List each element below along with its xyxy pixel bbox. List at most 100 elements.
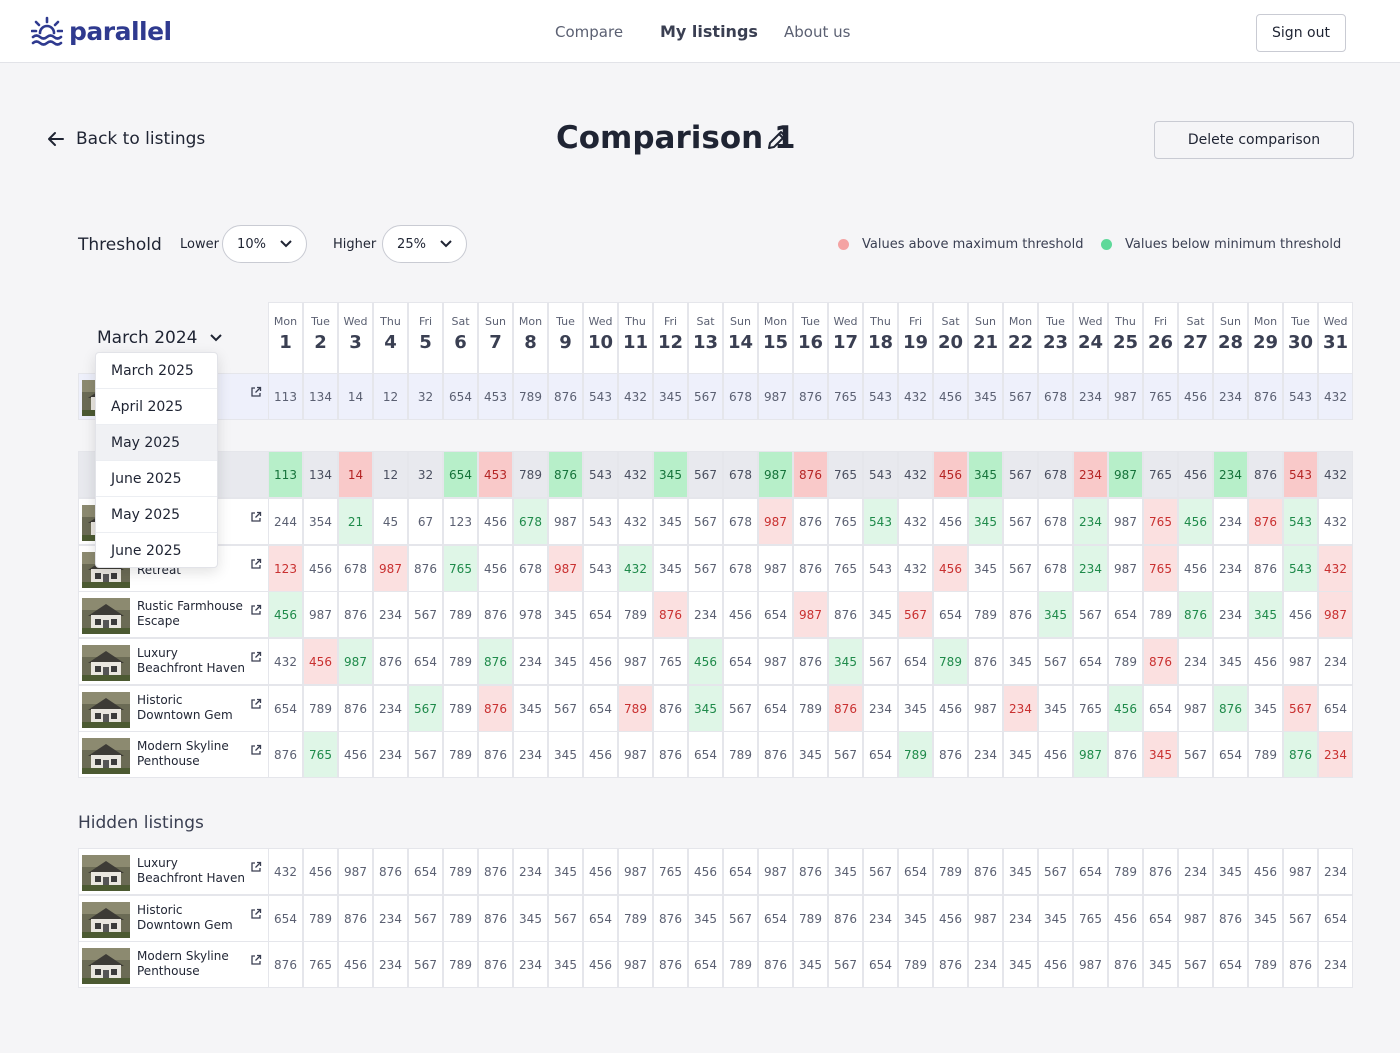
external-link-icon[interactable] xyxy=(250,508,262,527)
price-cell: 654 xyxy=(443,451,478,498)
brand-logo[interactable]: parallel xyxy=(31,16,172,46)
price-cell: 432 xyxy=(1318,545,1353,592)
external-link-icon[interactable] xyxy=(250,601,262,620)
back-to-listings-link[interactable]: Back to listings xyxy=(46,129,205,149)
price-cell: 123 xyxy=(268,545,303,592)
listing-name-cell: Modern Skyline Penthouse xyxy=(78,941,269,988)
month-option[interactable]: May 2025 xyxy=(96,425,217,461)
price-cell: 987 xyxy=(758,373,793,420)
nav-my-listings[interactable]: My listings xyxy=(660,22,758,41)
delete-comparison-button[interactable]: Delete comparison xyxy=(1154,121,1354,159)
price-cell: 456 xyxy=(723,591,758,638)
price-cell: 789 xyxy=(303,685,338,732)
nav-about-us[interactable]: About us xyxy=(784,23,851,41)
day-header: Mon 22 xyxy=(1003,302,1038,374)
price-cell: 654 xyxy=(1108,591,1143,638)
month-option[interactable]: May 2025 xyxy=(96,497,217,533)
month-select[interactable]: March 2024 xyxy=(97,328,222,348)
weekday-label: Fri xyxy=(1153,315,1168,328)
price-cell: 567 xyxy=(1003,373,1038,420)
price-cell: 567 xyxy=(548,685,583,732)
external-link-icon[interactable] xyxy=(250,741,262,760)
price-cell: 789 xyxy=(1143,591,1178,638)
price-cell: 789 xyxy=(723,731,758,778)
price-cell: 987 xyxy=(968,685,1003,732)
price-cell: 456 xyxy=(688,848,723,895)
price-cell: 345 xyxy=(513,895,548,942)
price-cell: 654 xyxy=(1318,685,1353,732)
price-cell: 765 xyxy=(653,638,688,685)
weekday-label: Thu xyxy=(380,315,401,328)
day-number: 13 xyxy=(692,332,719,353)
external-link-icon[interactable] xyxy=(250,951,262,970)
price-cell: 456 xyxy=(478,545,513,592)
day-number: 30 xyxy=(1287,332,1314,353)
price-cell: 567 xyxy=(1038,848,1073,895)
price-cell: 345 xyxy=(1248,591,1283,638)
external-link-icon[interactable] xyxy=(250,555,262,574)
listing-name[interactable]: Historic Downtown Gem xyxy=(137,693,233,722)
price-cell: 765 xyxy=(1143,545,1178,592)
price-cell: 987 xyxy=(1283,848,1318,895)
higher-threshold-select[interactable]: 25% xyxy=(382,225,467,263)
month-option[interactable]: April 2025 xyxy=(96,389,217,425)
price-cell: 654 xyxy=(688,941,723,988)
price-cell: 789 xyxy=(443,731,478,778)
month-option[interactable]: June 2025 xyxy=(96,461,217,497)
price-cell: 567 xyxy=(1038,638,1073,685)
weekday-label: Mon xyxy=(763,315,788,328)
price-cell: 456 xyxy=(1178,545,1213,592)
day-header: Fri 12 xyxy=(653,302,688,374)
price-cell: 543 xyxy=(863,451,898,498)
day-number: 27 xyxy=(1182,332,1209,353)
price-cell: 234 xyxy=(1178,638,1213,685)
price-cell: 14 xyxy=(338,451,373,498)
external-link-icon[interactable] xyxy=(250,648,262,667)
price-cell: 789 xyxy=(898,731,933,778)
price-cell: 543 xyxy=(1283,373,1318,420)
day-number: 11 xyxy=(622,332,649,353)
price-cell: 765 xyxy=(828,451,863,498)
listing-name[interactable]: Historic Downtown Gem xyxy=(137,903,233,932)
listing-name[interactable]: Modern Skyline Penthouse xyxy=(137,739,229,768)
listing-name[interactable]: Luxury Beachfront Haven xyxy=(137,856,245,885)
lower-threshold-select[interactable]: 10% xyxy=(222,225,307,263)
price-cell: 234 xyxy=(1073,545,1108,592)
price-cell: 432 xyxy=(618,373,653,420)
price-cell: 456 xyxy=(933,451,968,498)
listing-name[interactable]: Rustic Farmhouse Escape xyxy=(137,599,243,628)
price-cell: 654 xyxy=(758,591,793,638)
month-dropdown-menu: March 2025 April 2025 May 2025 June 2025 May… xyxy=(95,352,218,568)
sign-out-button[interactable]: Sign out xyxy=(1256,14,1346,52)
day-header: Sat 13 xyxy=(688,302,723,374)
external-link-icon[interactable] xyxy=(250,383,262,402)
price-cell: 543 xyxy=(583,451,618,498)
listing-name[interactable]: Luxury Beachfront Haven xyxy=(137,646,245,675)
external-link-icon[interactable] xyxy=(250,858,262,877)
price-cell: 876 xyxy=(793,848,828,895)
price-cell: 876 xyxy=(478,731,513,778)
price-cell: 543 xyxy=(583,545,618,592)
pencil-icon[interactable] xyxy=(766,129,788,155)
price-cell: 543 xyxy=(1283,498,1318,545)
external-link-icon[interactable] xyxy=(250,905,262,924)
external-link-icon[interactable] xyxy=(250,695,262,714)
month-option[interactable]: March 2025 xyxy=(96,353,217,389)
price-cell: 345 xyxy=(863,591,898,638)
price-cell: 456 xyxy=(1038,941,1073,988)
nav-compare[interactable]: Compare xyxy=(555,23,624,41)
price-cell: 456 xyxy=(478,498,513,545)
price-cell: 678 xyxy=(723,373,758,420)
price-cell: 654 xyxy=(1213,731,1248,778)
listing-name[interactable]: Modern Skyline Penthouse xyxy=(137,949,229,978)
price-cell: 12 xyxy=(373,451,408,498)
day-header: Tue 9 xyxy=(548,302,583,374)
price-cell: 654 xyxy=(1318,895,1353,942)
price-cell: 456 xyxy=(933,545,968,592)
day-header: Tue 2 xyxy=(303,302,338,374)
price-cell: 876 xyxy=(1283,941,1318,988)
price-cell: 432 xyxy=(898,451,933,498)
weekday-label: Tue xyxy=(311,315,330,328)
month-option[interactable]: June 2025 xyxy=(111,543,182,559)
price-cell: 654 xyxy=(268,685,303,732)
